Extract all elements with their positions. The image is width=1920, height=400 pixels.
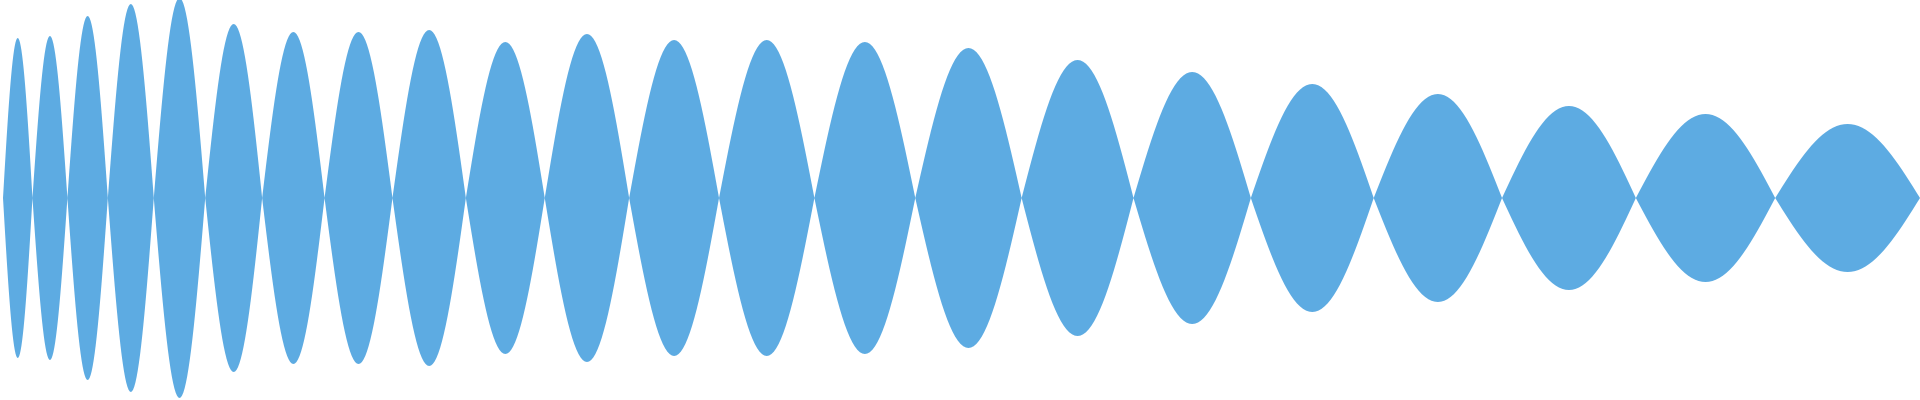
waveform-lobe: [153, 0, 206, 398]
waveform-lobe: [1502, 106, 1636, 290]
waveform-lobe: [107, 4, 154, 392]
waveform-lobe: [465, 42, 545, 354]
waveform-lobes: [3, 0, 1920, 398]
waveform-lobe: [915, 48, 1022, 348]
waveform-lobe: [544, 34, 630, 362]
waveform-lobe: [1133, 72, 1251, 324]
waveform-lobe: [262, 32, 325, 364]
waveform-lobe: [205, 24, 263, 372]
waveform-lobe: [392, 30, 466, 366]
waveform-lobe: [3, 38, 33, 358]
waveform-lobe: [1373, 94, 1503, 302]
waveform-lobe: [1250, 84, 1374, 312]
waveform-lobe: [1635, 114, 1776, 282]
waveform-lobe: [32, 36, 68, 360]
waveform-lobe: [67, 16, 108, 380]
waveform-lobe: [324, 32, 393, 364]
waveform-lobe: [1775, 124, 1920, 272]
waveform-lobe: [814, 42, 916, 354]
waveform-lobe: [719, 40, 815, 356]
waveform-lobe: [1021, 60, 1134, 336]
waveform-lobe: [629, 40, 720, 356]
